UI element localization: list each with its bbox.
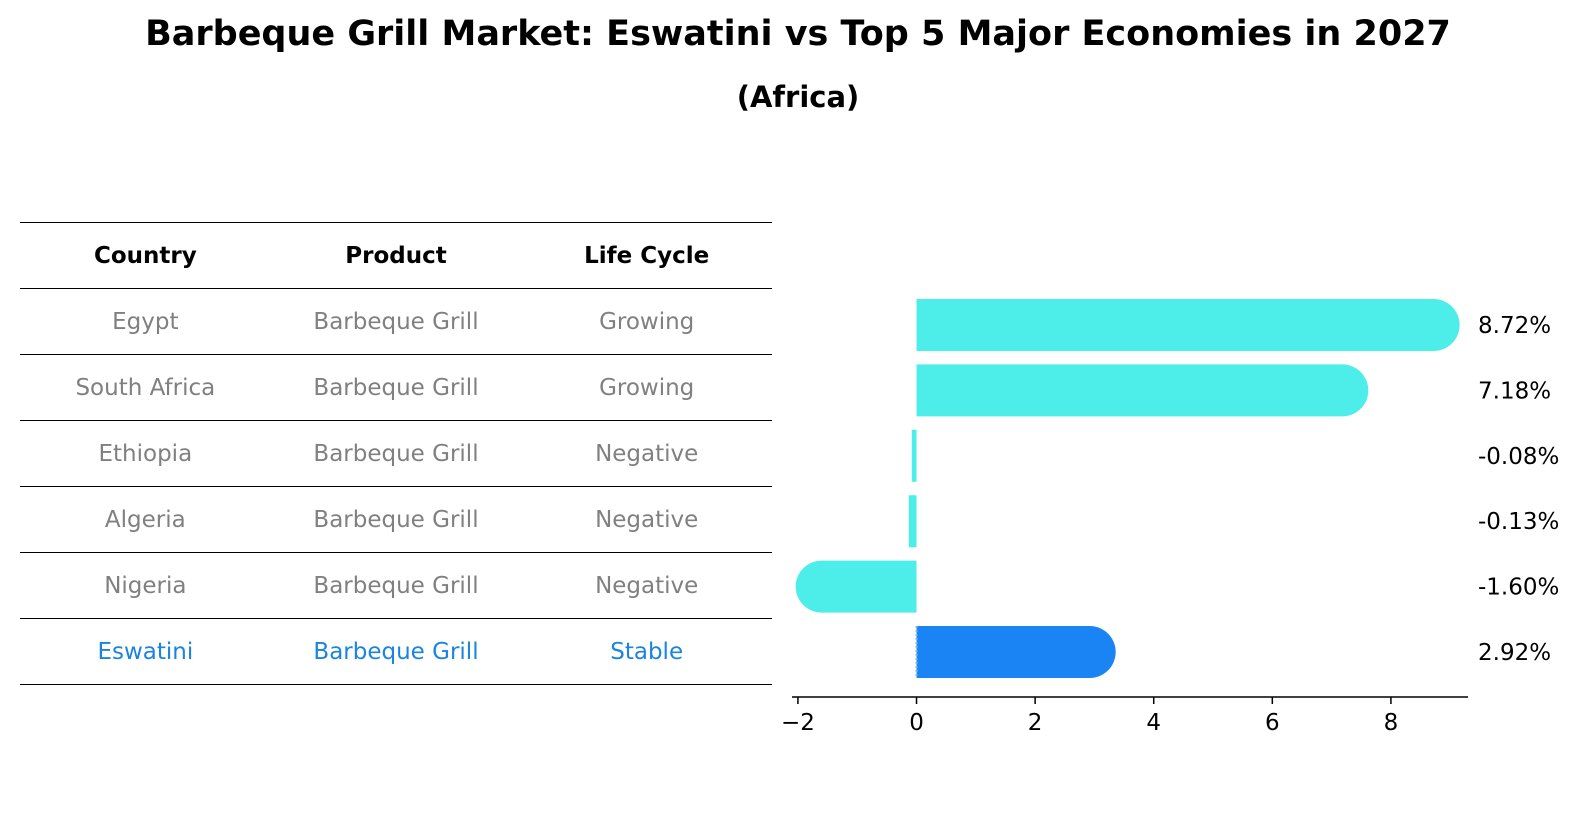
bar-ethiopia [911,429,917,482]
x-tick-label: −2 [781,710,815,736]
x-tick-label: 2 [1028,710,1043,736]
header-country: Country [93,242,197,269]
cell-life-cycle: Negative [595,572,699,599]
bar-egypt [916,299,1460,351]
chart-subtitle: (Africa) [736,80,860,114]
data-table: Country Product Life Cycle Egypt Barbequ… [20,222,772,685]
table-row: South Africa Barbeque Grill Growing [20,354,772,420]
cell-country: Nigeria [104,572,187,599]
table-row-highlighted: Eswatini Barbeque Grill Stable [20,618,772,685]
bar-value-label: 2.92% [1478,640,1551,666]
cell-life-cycle: Negative [595,440,699,467]
bar-value-label: -0.08% [1478,444,1559,470]
cell-product: Barbeque Grill [313,440,479,467]
cell-country: Algeria [104,506,186,533]
cell-country: South Africa [75,374,216,401]
cell-life-cycle: Negative [595,506,699,533]
cell-product: Barbeque Grill [313,638,479,665]
x-tick-label: 0 [909,710,924,736]
cell-life-cycle: Stable [610,638,684,665]
x-tick-label: 8 [1384,710,1399,736]
cell-country: Ethiopia [98,440,193,467]
cell-product: Barbeque Grill [313,374,479,401]
x-tick-label: 6 [1265,710,1280,736]
bar-eswatini [916,626,1116,678]
cell-life-cycle: Growing [599,374,695,401]
cell-country: Egypt [112,308,179,335]
bar-value-label: 7.18% [1478,378,1551,404]
header-product: Product [345,242,447,269]
table-row: Algeria Barbeque Grill Negative [20,486,772,552]
chart-title: Barbeque Grill Market: Eswatini vs Top 5… [145,14,1451,54]
table-row: Nigeria Barbeque Grill Negative [20,552,772,618]
header-life-cycle: Life Cycle [584,242,710,269]
cell-life-cycle: Growing [599,308,695,335]
x-tick-label: 4 [1146,710,1161,736]
bar-value-label: 8.72% [1478,313,1551,339]
cell-product: Barbeque Grill [313,506,479,533]
bar-value-label: -1.60% [1478,575,1559,601]
cell-product: Barbeque Grill [313,572,479,599]
bar-south-africa [916,364,1369,417]
bar-algeria [908,495,917,548]
cell-country: Eswatini [97,638,194,665]
cell-product: Barbeque Grill [313,308,479,335]
table-row: Egypt Barbeque Grill Growing [20,288,772,354]
table-row: Ethiopia Barbeque Grill Negative [20,420,772,486]
bar-value-label: -0.13% [1478,509,1559,535]
table-header-row: Country Product Life Cycle [20,222,772,288]
bar-nigeria [795,560,917,613]
